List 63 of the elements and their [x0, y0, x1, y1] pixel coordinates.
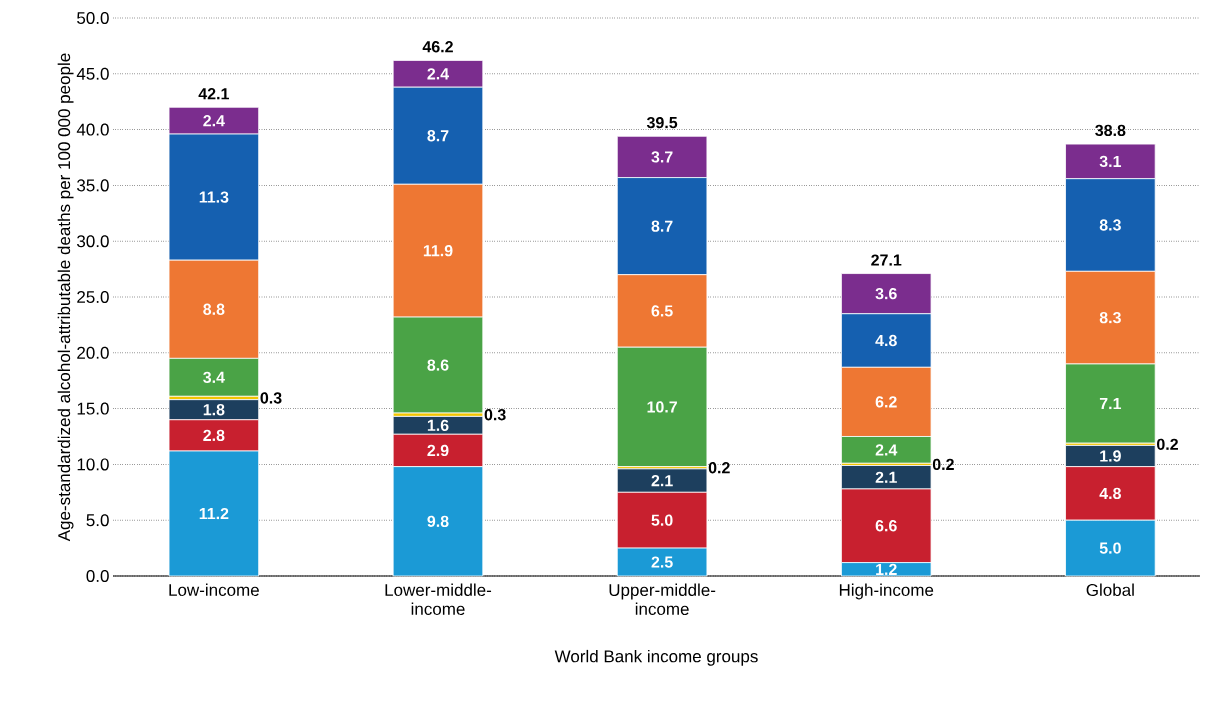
data-label: 5.0 — [651, 514, 673, 526]
y-tick-label: 5.0 — [86, 514, 109, 527]
data-label: 2.5 — [651, 556, 673, 568]
data-label: 11.3 — [199, 191, 229, 203]
y-tick-label: 25.0 — [77, 290, 109, 304]
data-label: 8.3 — [1099, 311, 1121, 324]
data-label: 4.8 — [875, 334, 897, 347]
y-tick-label: 15.0 — [77, 402, 109, 415]
data-label: 2.8 — [203, 429, 225, 442]
data-label: 11.9 — [423, 245, 453, 257]
data-label: 0.2 — [1157, 438, 1178, 450]
y-tick-label: 0.0 — [86, 569, 109, 583]
data-label: 2.1 — [875, 471, 897, 483]
data-label: 2.1 — [651, 475, 673, 487]
y-tick-label: 50.0 — [77, 11, 109, 25]
data-label: 5.0 — [1099, 542, 1121, 554]
x-tick-label: Low-income — [169, 583, 259, 597]
total-label: 39.5 — [646, 116, 678, 129]
data-label: 6.6 — [875, 520, 897, 532]
data-label: 1.9 — [1100, 450, 1121, 462]
x-tick-label: Global — [1086, 583, 1134, 597]
data-label: 6.2 — [875, 396, 897, 408]
data-label: 1.6 — [427, 419, 449, 431]
data-label: 3.4 — [203, 371, 225, 384]
data-label: 3.1 — [1099, 155, 1122, 168]
y-tick-label: 45.0 — [76, 67, 109, 80]
data-label: 0.3 — [484, 409, 506, 421]
data-label: 10.7 — [647, 401, 677, 413]
x-tick-label: Lower-middle-income — [385, 583, 492, 616]
data-label: 8.6 — [427, 359, 449, 371]
data-label: 0.2 — [932, 458, 954, 471]
data-label: 3.7 — [651, 151, 673, 163]
data-label: 8.7 — [651, 220, 673, 232]
y-axis-title: Age-standardized alcohol-attributable deaths per 100 000 people — [57, 53, 74, 542]
x-tick-label: High-income — [839, 583, 934, 600]
data-label: 8.7 — [427, 130, 449, 142]
data-label: 8.8 — [203, 303, 225, 315]
data-label: 9.8 — [427, 515, 449, 527]
x-axis-title: World Bank income groups — [554, 649, 758, 666]
x-tick-label: Upper-middle-income — [609, 583, 716, 616]
y-tick-label: 30.0 — [77, 235, 109, 248]
data-label: 2.4 — [875, 444, 898, 456]
total-label: 27.1 — [871, 254, 902, 266]
data-label: 2.9 — [427, 444, 449, 457]
y-tick-label: 40.0 — [76, 123, 109, 136]
data-label: 0.2 — [708, 462, 730, 474]
data-label: 3.6 — [875, 287, 897, 300]
y-tick-label: 20.0 — [77, 346, 109, 359]
data-label: 1.8 — [203, 404, 225, 416]
data-label: 2.4 — [203, 115, 225, 127]
y-tick-label: 35.0 — [77, 179, 109, 192]
data-label: 8.3 — [1099, 219, 1121, 231]
total-label: 46.2 — [422, 41, 453, 53]
data-label: 7.1 — [1099, 398, 1122, 410]
y-tick-label: 10.0 — [77, 458, 109, 471]
data-label: 11.2 — [199, 507, 229, 520]
data-label: 4.8 — [1099, 487, 1121, 500]
data-label: 2.4 — [427, 68, 450, 80]
data-label: 1.2 — [876, 563, 897, 575]
total-label: 38.8 — [1095, 124, 1126, 137]
data-label: 6.5 — [651, 305, 673, 317]
data-label: 0.3 — [260, 392, 282, 404]
total-label: 42.1 — [198, 88, 229, 100]
